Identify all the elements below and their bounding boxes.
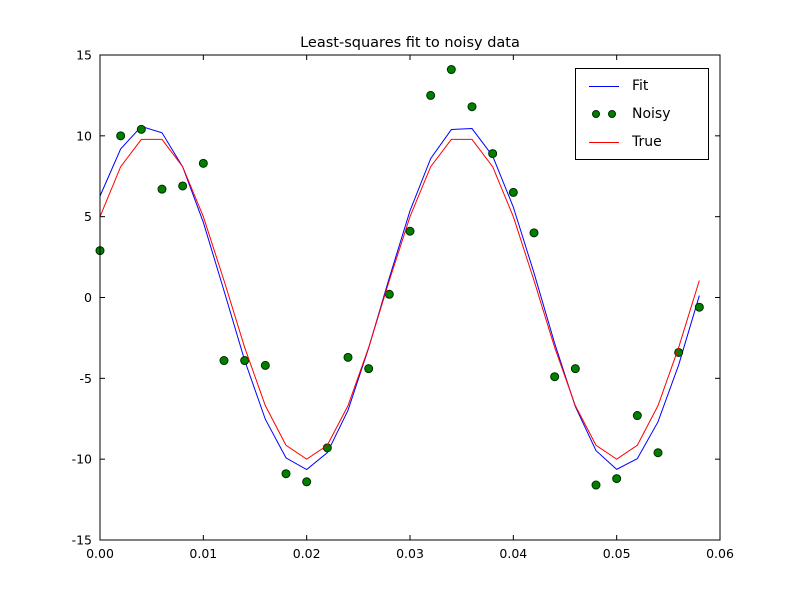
legend-entry-true: True: [576, 128, 708, 156]
scatter-point: [364, 364, 374, 374]
scatter-point: [632, 411, 642, 421]
scatter-point: [488, 149, 498, 159]
noisy-dot-icon: [592, 110, 600, 118]
series-line-true: [99, 138, 700, 460]
y-axis: 15 10 5 0 -5 -10 -15: [72, 48, 720, 548]
scatter-point: [694, 302, 704, 312]
x-tick-label: 0.00: [86, 546, 114, 561]
legend-entry-noisy: Noisy: [576, 100, 708, 128]
scatter-point: [198, 158, 208, 168]
scatter-point: [343, 352, 353, 362]
true-line-sample: [589, 141, 619, 143]
x-tick-label: 0.06: [706, 546, 734, 561]
y-tick-label: 10: [76, 128, 92, 143]
y-tick-label: -5: [80, 371, 92, 386]
scatter-point: [550, 372, 560, 382]
scatter-point: [612, 474, 622, 484]
scatter-point: [570, 364, 580, 374]
scatter-point: [384, 289, 394, 299]
x-tick-label: 0.05: [603, 546, 631, 561]
scatter-point: [653, 448, 663, 458]
scatter-point: [281, 469, 291, 479]
legend-label-fit: Fit: [632, 78, 649, 94]
y-tick-label: 0: [84, 290, 92, 305]
y-tick-label: -15: [72, 533, 92, 548]
fit-line-sample: [589, 85, 619, 87]
x-tick-label: 0.03: [396, 546, 424, 561]
legend-entry-fit: Fit: [576, 72, 708, 100]
x-tick-label: 0.01: [189, 546, 217, 561]
x-tick-label: 0.02: [293, 546, 321, 561]
x-axis: 0.00 0.01 0.02 0.03 0.04 0.05 0.06: [86, 55, 734, 561]
scatter-point: [219, 356, 229, 366]
series-line-fit: [99, 125, 700, 471]
y-tick-label: 15: [76, 48, 92, 63]
y-tick-label: -10: [72, 452, 92, 467]
scatter-point: [529, 228, 539, 238]
fit-line-sample-wrap: [588, 85, 620, 87]
axes-frame: [99, 54, 721, 541]
scatter-point: [240, 356, 250, 366]
scatter-point: [591, 480, 601, 490]
scatter-point: [136, 124, 146, 134]
scatter-point: [426, 90, 436, 100]
scatter-point: [116, 131, 126, 141]
scatter-point: [467, 102, 477, 112]
legend-label-true: True: [632, 134, 662, 150]
scatter-point: [302, 477, 312, 487]
scatter-point: [446, 65, 456, 75]
true-line-sample-wrap: [588, 141, 620, 143]
noisy-marker-sample: [592, 110, 616, 118]
legend-label-noisy: Noisy: [632, 106, 671, 122]
x-tick-label: 0.04: [499, 546, 527, 561]
scatter-point: [405, 226, 415, 236]
chart-title: Least-squares fit to noisy data: [300, 35, 520, 51]
scatter-point: [508, 187, 518, 197]
scatter-point: [157, 184, 167, 194]
noisy-dot-icon: [608, 110, 616, 118]
noisy-marker-sample-wrap: [588, 110, 620, 118]
scatter-point: [260, 360, 270, 370]
legend: Fit Noisy True: [575, 68, 709, 160]
scatter-point: [178, 181, 188, 191]
y-tick-label: 5: [84, 209, 92, 224]
